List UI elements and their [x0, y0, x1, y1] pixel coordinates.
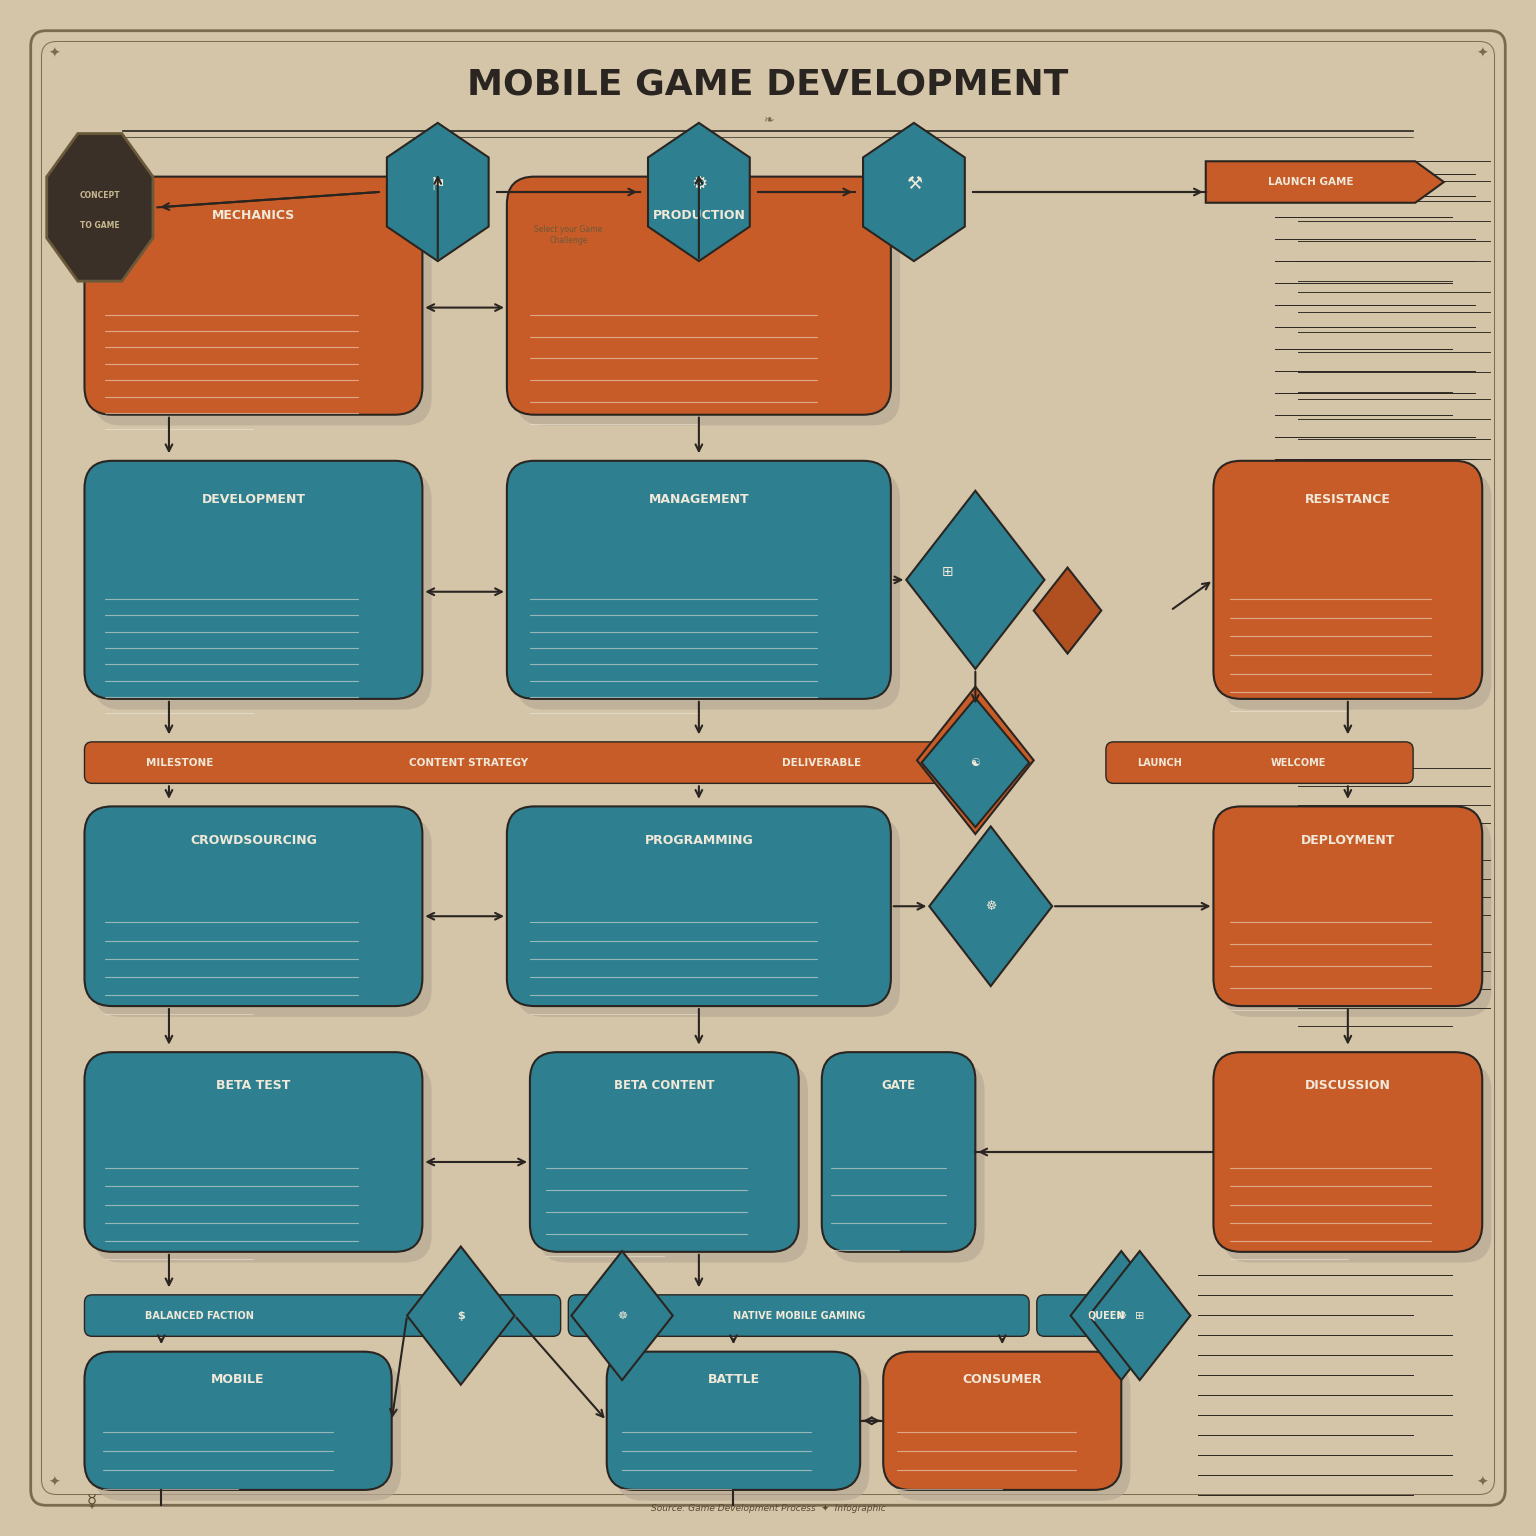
Polygon shape — [571, 1250, 673, 1379]
Text: Source: Game Development Process  ✦  Infographic: Source: Game Development Process ✦ Infog… — [651, 1504, 885, 1513]
FancyBboxPatch shape — [84, 806, 422, 1006]
Polygon shape — [1034, 567, 1101, 654]
Text: BETA TEST: BETA TEST — [217, 1080, 290, 1092]
Text: CONCEPT: CONCEPT — [80, 190, 120, 200]
FancyBboxPatch shape — [84, 1352, 392, 1490]
Text: GATE: GATE — [882, 1080, 915, 1092]
Text: LAUNCH GAME: LAUNCH GAME — [1267, 177, 1353, 187]
FancyBboxPatch shape — [607, 1352, 860, 1490]
FancyBboxPatch shape — [507, 177, 891, 415]
Polygon shape — [46, 134, 154, 281]
FancyBboxPatch shape — [892, 1362, 1130, 1501]
Text: MOBILE GAME DEVELOPMENT: MOBILE GAME DEVELOPMENT — [467, 68, 1069, 101]
FancyBboxPatch shape — [507, 461, 891, 699]
FancyBboxPatch shape — [94, 1362, 401, 1501]
Text: WELCOME: WELCOME — [1270, 757, 1326, 768]
FancyBboxPatch shape — [568, 1295, 1029, 1336]
Polygon shape — [407, 1247, 515, 1385]
FancyBboxPatch shape — [1223, 817, 1491, 1017]
FancyBboxPatch shape — [516, 817, 900, 1017]
Text: NATIVE MOBILE GAMING: NATIVE MOBILE GAMING — [733, 1310, 865, 1321]
Text: RESISTANCE: RESISTANCE — [1306, 493, 1390, 505]
FancyBboxPatch shape — [94, 187, 432, 425]
Text: ☯: ☯ — [971, 757, 980, 768]
FancyBboxPatch shape — [616, 1362, 869, 1501]
Text: DISCUSSION: DISCUSSION — [1306, 1080, 1390, 1092]
FancyBboxPatch shape — [1106, 742, 1413, 783]
FancyBboxPatch shape — [84, 742, 968, 783]
Text: DELIVERABLE: DELIVERABLE — [782, 757, 862, 768]
Text: BALANCED FACTION: BALANCED FACTION — [146, 1310, 253, 1321]
Polygon shape — [917, 687, 1034, 834]
Text: ✦: ✦ — [48, 1475, 60, 1490]
FancyBboxPatch shape — [516, 187, 900, 425]
FancyBboxPatch shape — [516, 472, 900, 710]
Text: ✦: ✦ — [48, 46, 60, 61]
FancyBboxPatch shape — [84, 177, 422, 415]
FancyBboxPatch shape — [1037, 1295, 1175, 1336]
Text: BATTLE: BATTLE — [708, 1373, 759, 1385]
Text: ☸: ☸ — [617, 1310, 627, 1321]
Text: LAUNCH: LAUNCH — [1137, 757, 1183, 768]
Text: ⚑: ⚑ — [430, 175, 445, 194]
Text: MANAGEMENT: MANAGEMENT — [648, 493, 750, 505]
Text: CROWDSOURCING: CROWDSOURCING — [190, 834, 316, 846]
FancyBboxPatch shape — [822, 1052, 975, 1252]
Text: TO GAME: TO GAME — [80, 221, 120, 230]
FancyBboxPatch shape — [1213, 806, 1482, 1006]
Text: Select your Game
Challenge: Select your Game Challenge — [535, 226, 602, 244]
Polygon shape — [906, 492, 1044, 670]
Text: $: $ — [456, 1310, 465, 1321]
Polygon shape — [1071, 1250, 1172, 1379]
Polygon shape — [863, 123, 965, 261]
Polygon shape — [648, 123, 750, 261]
FancyBboxPatch shape — [530, 1052, 799, 1252]
Text: DEVELOPMENT: DEVELOPMENT — [201, 493, 306, 505]
Text: ⚙: ⚙ — [691, 175, 707, 194]
Text: MOBILE: MOBILE — [212, 1373, 264, 1385]
Text: ☸: ☸ — [1117, 1310, 1126, 1321]
Text: QUEEN: QUEEN — [1087, 1310, 1124, 1321]
FancyBboxPatch shape — [84, 1052, 422, 1252]
Polygon shape — [1089, 1250, 1190, 1379]
FancyBboxPatch shape — [831, 1063, 985, 1263]
Text: ☸: ☸ — [985, 900, 997, 912]
Text: CONTENT STRATEGY: CONTENT STRATEGY — [409, 757, 528, 768]
Polygon shape — [929, 826, 1052, 986]
Text: PRODUCTION: PRODUCTION — [653, 209, 745, 221]
FancyBboxPatch shape — [94, 1063, 432, 1263]
Polygon shape — [387, 123, 488, 261]
FancyBboxPatch shape — [94, 817, 432, 1017]
Text: ✦: ✦ — [1476, 46, 1488, 61]
Text: ❧: ❧ — [763, 114, 773, 126]
FancyBboxPatch shape — [94, 472, 432, 710]
Polygon shape — [922, 699, 1029, 828]
FancyBboxPatch shape — [539, 1063, 808, 1263]
Text: ⊞: ⊞ — [942, 565, 954, 579]
Text: BETA CONTENT: BETA CONTENT — [614, 1080, 714, 1092]
Polygon shape — [1206, 161, 1444, 203]
FancyBboxPatch shape — [84, 1295, 561, 1336]
Text: ⚒: ⚒ — [906, 175, 922, 194]
Text: DEPLOYMENT: DEPLOYMENT — [1301, 834, 1395, 846]
Text: ♻: ♻ — [969, 754, 982, 766]
Text: PROGRAMMING: PROGRAMMING — [645, 834, 753, 846]
Text: ⊞: ⊞ — [1135, 1310, 1144, 1321]
FancyBboxPatch shape — [883, 1352, 1121, 1490]
Text: ✦: ✦ — [1476, 1475, 1488, 1490]
FancyBboxPatch shape — [1213, 1052, 1482, 1252]
FancyBboxPatch shape — [84, 461, 422, 699]
Text: MILESTONE: MILESTONE — [146, 757, 214, 768]
FancyBboxPatch shape — [1223, 472, 1491, 710]
FancyBboxPatch shape — [507, 806, 891, 1006]
Text: MECHANICS: MECHANICS — [212, 209, 295, 221]
Text: ☿: ☿ — [88, 1493, 97, 1511]
FancyBboxPatch shape — [1223, 1063, 1491, 1263]
Text: CONSUMER: CONSUMER — [963, 1373, 1041, 1385]
FancyBboxPatch shape — [1213, 461, 1482, 699]
